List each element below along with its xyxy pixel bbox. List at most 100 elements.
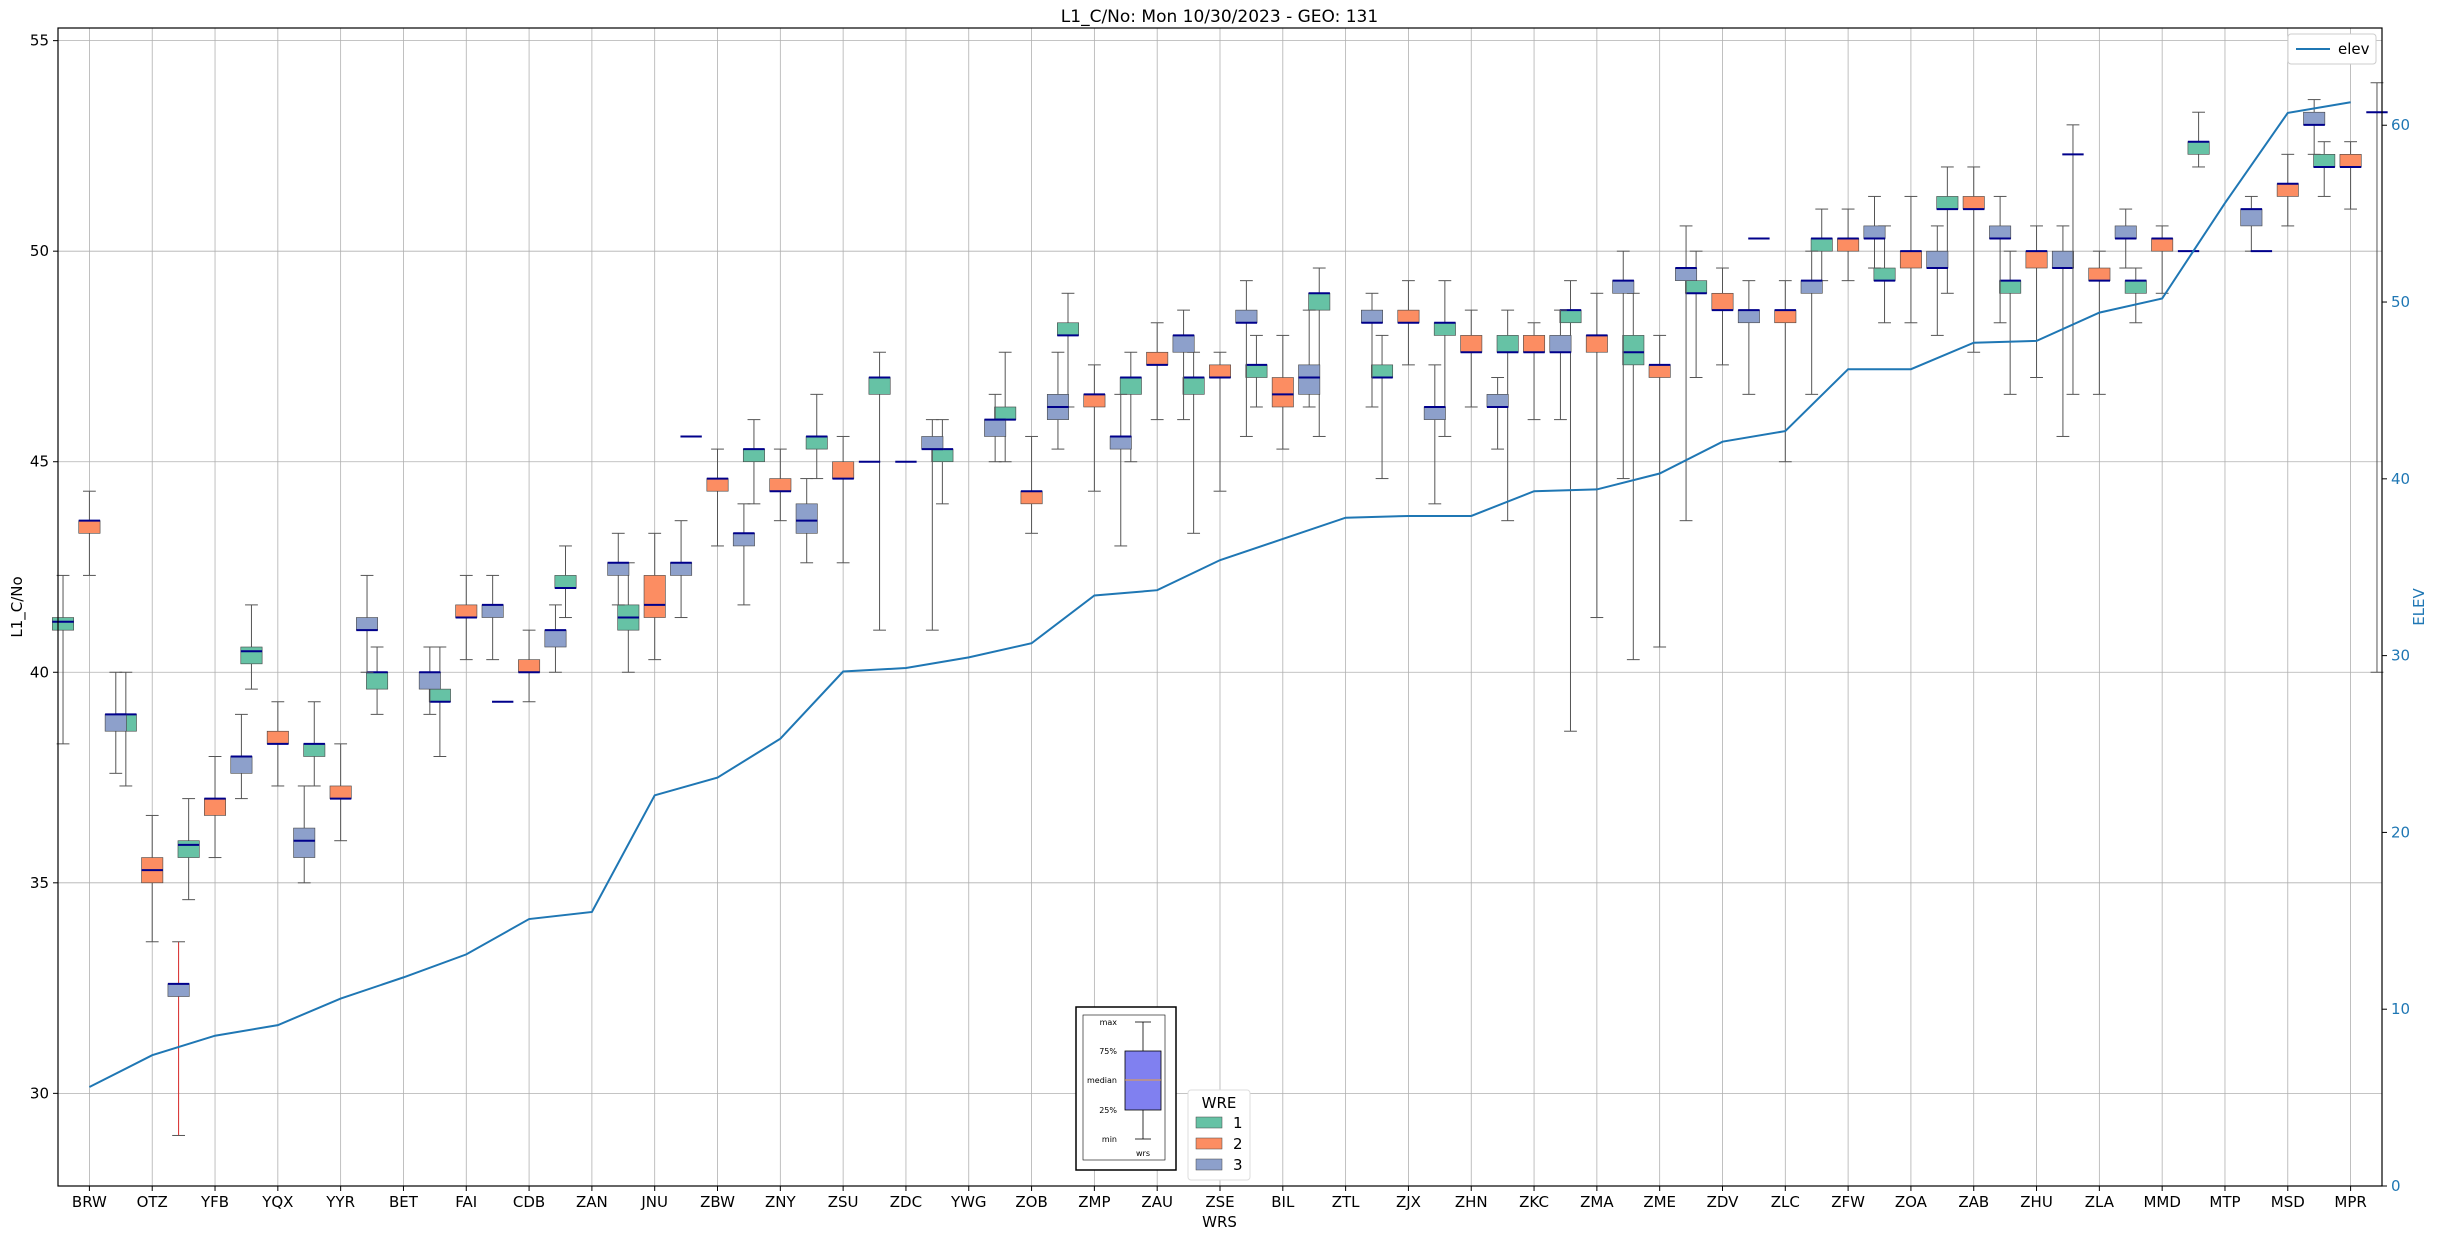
box-key-inner-frame	[1082, 1014, 1166, 1161]
box-wre-3	[1863, 225, 1886, 239]
box-wre-3	[1737, 309, 1760, 324]
x-tick-label: YYR	[325, 1193, 355, 1211]
x-tick-label: ZMA	[1580, 1193, 1614, 1211]
box-wre-2	[1711, 292, 1734, 311]
box-wre-1	[366, 671, 389, 690]
box-wre-2	[2088, 267, 2111, 281]
x-axis-label: WRS	[1202, 1213, 1237, 1231]
box-wre-3	[1298, 364, 1321, 395]
box-wre-1	[994, 406, 1017, 420]
box-wre-3	[2051, 250, 2074, 269]
elev-line-layer	[88, 101, 2351, 1088]
box-wre-2	[1083, 394, 1106, 408]
box-wre-1	[1999, 280, 2022, 294]
box-key-xlabel: wrs	[1136, 1149, 1150, 1158]
box-wre-3	[921, 436, 944, 450]
box-wre-2	[266, 730, 289, 745]
x-tick-label: ZBW	[700, 1193, 735, 1211]
box-wre-3	[2114, 225, 2137, 239]
box-wre-3	[1989, 225, 2012, 239]
y2-tick-label: 50	[2391, 293, 2410, 311]
box-wre-1	[1308, 292, 1331, 311]
box-key-label-q1: 25%	[1099, 1106, 1117, 1115]
box-wre-2	[204, 798, 227, 816]
box-wre-3	[356, 617, 379, 631]
x-tick-label: ZLC	[1771, 1193, 1800, 1211]
x-tick-label: ZJX	[1396, 1193, 1421, 1211]
box-key: max 75% median 25% min wrs	[1075, 1006, 1177, 1171]
x-tick-label: ZOA	[1895, 1193, 1928, 1211]
box-wre-2	[1020, 490, 1043, 505]
line-legend-frame	[2287, 33, 2377, 65]
box-wre-1	[1873, 267, 1896, 281]
box-key-label-median: median	[1087, 1076, 1117, 1085]
x-tick-label: MMD	[2143, 1193, 2180, 1211]
line-legend-label: elev	[2338, 40, 2370, 58]
x-tick-label: ZLA	[2085, 1193, 2115, 1211]
y2-tick-label: 0	[2391, 1177, 2401, 1195]
x-tick-label: ZAN	[576, 1193, 608, 1211]
x-tick-label: FAI	[455, 1193, 477, 1211]
x-tick-label: JNU	[640, 1193, 668, 1211]
box-wre-2	[832, 461, 855, 479]
y-axis-label: L1_C/No	[8, 576, 27, 637]
box-wre-2	[78, 520, 101, 534]
box-wre-1	[742, 448, 765, 463]
y-tick-label: 55	[30, 32, 49, 50]
box-wre-2	[643, 575, 666, 618]
box-key-label-q3: 75%	[1099, 1047, 1117, 1056]
box-wre-3	[1612, 280, 1635, 294]
box-wre-3	[1486, 394, 1509, 408]
box-wre-1	[1119, 377, 1142, 395]
x-tick-label: ZDV	[1707, 1193, 1740, 1211]
box-wre-3	[481, 604, 504, 618]
wre-legend-label-3: 3	[1233, 1156, 1243, 1174]
box-wre-3	[1361, 309, 1383, 324]
x-tick-label: ZAB	[1958, 1193, 1989, 1211]
box-wre-1	[554, 575, 577, 589]
x-tick-label: ZFW	[1831, 1193, 1865, 1211]
x-tick-label: BET	[389, 1193, 419, 1211]
y2-tick-label: 20	[2391, 823, 2410, 841]
box-wre-2	[1585, 335, 1608, 353]
box-wre-1	[868, 377, 891, 395]
x-tick-label: BIL	[1271, 1193, 1295, 1211]
box-wre-1	[52, 617, 75, 631]
box-wre-1	[1496, 335, 1519, 353]
box-wre-3	[1235, 309, 1258, 324]
box-wre-3	[1800, 280, 1823, 294]
y-tick-label: 45	[30, 453, 49, 471]
box-wre-1	[2187, 141, 2210, 155]
box-wre-3	[732, 533, 755, 547]
x-tick-label: YQX	[261, 1193, 293, 1211]
axes-layer: BRW OTZ YFB YQX YYR BET FAI CDB ZAN JNU ZBW ZNY ZSU Z…	[30, 32, 2410, 1211]
box-wre-2	[1774, 309, 1797, 324]
x-tick-label: ZME	[1643, 1193, 1676, 1211]
box-wre-3	[1172, 335, 1195, 353]
box-wre-3	[670, 562, 693, 576]
box-wre-2	[2276, 183, 2299, 197]
x-tick-label: ZTL	[1332, 1193, 1360, 1211]
x-tick-label: YWG	[950, 1193, 987, 1211]
box-wre-2	[769, 478, 792, 492]
x-tick-label: BRW	[72, 1193, 107, 1211]
box-wre-2	[1460, 335, 1483, 353]
x-tick-label: MPR	[2334, 1193, 2366, 1211]
box-wre-3	[104, 714, 127, 732]
wre-legend-title: WRE	[1202, 1094, 1237, 1112]
box-wre-1	[177, 840, 200, 858]
box-key-label-max: max	[1100, 1018, 1118, 1027]
x-tick-label: ZHU	[2020, 1193, 2053, 1211]
box-wre-1	[1245, 364, 1268, 378]
box-wre-3	[1675, 267, 1698, 281]
grid-layer	[58, 28, 2382, 1186]
y-tick-label: 35	[30, 874, 49, 892]
y2-tick-label: 10	[2391, 1000, 2410, 1018]
box-wre-2	[1899, 250, 1922, 269]
x-tick-label: ZHN	[1455, 1193, 1488, 1211]
elev-line	[88, 101, 2351, 1088]
wre-legend: WRE 1 2 3	[1187, 1089, 1251, 1181]
y-tick-label: 40	[30, 663, 49, 681]
box-wre-2	[2339, 154, 2362, 168]
box-wre-3	[2240, 208, 2263, 227]
